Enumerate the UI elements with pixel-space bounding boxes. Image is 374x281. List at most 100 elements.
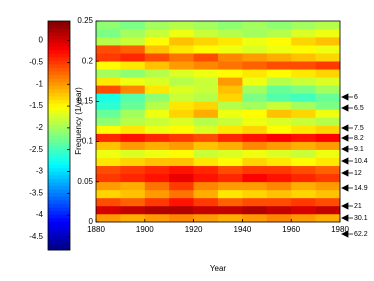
colorbar-tick-label: -2.5: [29, 145, 43, 154]
colorbar-segment: [48, 35, 70, 40]
heatmap-cell: [144, 61, 170, 70]
heatmap-cell: [291, 181, 316, 191]
heatmap-cell: [315, 109, 341, 118]
heatmap-cell: [315, 165, 341, 175]
heatmap-cell: [169, 125, 194, 134]
heatmap-cell: [291, 205, 316, 215]
heatmap-cell: [193, 157, 219, 167]
heatmap-cell: [291, 93, 316, 102]
heatmap-cell: [291, 197, 316, 207]
heatmap-cell: [96, 181, 121, 191]
heatmap-cell: [120, 173, 146, 183]
heatmap-cell: [242, 101, 268, 110]
heatmap-cell: [266, 101, 292, 110]
x-tick-label: 1980: [331, 225, 349, 234]
heatmap-cell: [144, 37, 170, 46]
heatmap-cell: [96, 197, 121, 207]
heatmap-cell: [193, 165, 219, 175]
heatmap-cell: [96, 189, 121, 199]
heatmap-cell: [291, 85, 316, 94]
heatmap-cell: [193, 173, 219, 183]
heatmap-cell: [144, 157, 170, 167]
annotation-label: 12: [354, 170, 362, 177]
colorbar-tick-label: -4: [36, 210, 44, 219]
heatmap-cell: [291, 133, 316, 142]
colorbar-segment: [48, 21, 70, 25]
annotation-arrow: [341, 124, 353, 132]
heatmap-cell: [193, 101, 219, 110]
colorbar-segment: [48, 189, 70, 194]
annotation-arrow: [341, 93, 353, 101]
annotation-label: 6.5: [354, 105, 364, 112]
heatmap-cell: [169, 165, 194, 175]
heatmap-cell: [315, 45, 341, 54]
heatmap-cell: [96, 165, 121, 175]
heatmap-cell: [242, 77, 268, 86]
heatmap-cell: [218, 125, 243, 134]
colorbar-segment: [48, 239, 70, 244]
y-axis-label: Frequency (1/year): [74, 87, 83, 155]
heatmap-cell: [291, 21, 316, 30]
heatmap-cell: [315, 93, 341, 102]
heatmap-cell: [120, 29, 146, 38]
y-tick-label: 0.2: [82, 56, 94, 65]
colorbar-segment: [48, 149, 70, 154]
colorbar-segment: [48, 103, 70, 108]
colorbar-tick-label: -4.5: [29, 232, 43, 241]
colorbar-segment: [48, 131, 70, 136]
heatmap-cell: [96, 149, 121, 158]
heatmap-cell: [218, 189, 243, 199]
heatmap-cell: [315, 61, 341, 70]
heatmap-cell: [266, 93, 292, 102]
colorbar-tick-label: -1: [36, 79, 44, 88]
heatmap-cell: [315, 69, 341, 78]
heatmap-cell: [120, 133, 146, 142]
heatmap-cell: [169, 101, 194, 110]
heatmap-cell: [315, 125, 341, 134]
heatmap-cell: [291, 149, 316, 158]
colorbar-segment: [48, 121, 70, 126]
colorbar-segment: [48, 217, 70, 222]
heatmap-cell: [193, 205, 219, 215]
heatmap-cell: [169, 197, 194, 207]
colorbar-segment: [48, 232, 70, 237]
heatmap-cell: [218, 149, 243, 158]
heatmap-cell: [242, 189, 268, 199]
heatmap-cell: [193, 53, 219, 62]
colorbar-segment: [48, 63, 70, 68]
heatmap-cell: [291, 45, 316, 54]
heatmap-cell: [266, 165, 292, 175]
colorbar-segment: [48, 174, 70, 179]
annotation-arrow: [341, 184, 353, 192]
heatmap-cell: [218, 37, 243, 46]
heatmap-cell: [169, 133, 194, 142]
heatmap-cell: [144, 53, 170, 62]
heatmap-cell: [218, 77, 243, 86]
heatmap-cell: [218, 197, 243, 207]
heatmap-cell: [218, 213, 243, 223]
heatmap-cell: [242, 181, 268, 191]
colorbar-segment: [48, 56, 70, 61]
colorbar-segment: [48, 185, 70, 190]
x-tick-label: 1900: [136, 225, 154, 234]
colorbar-frame: [47, 20, 71, 251]
heatmap-cell: [315, 85, 341, 94]
colorbar-segment: [48, 235, 70, 240]
colorbar-tick-label: -2: [36, 123, 44, 132]
heatmap-cell: [242, 117, 268, 126]
heatmap-cell: [218, 85, 243, 94]
heatmap-cell: [169, 53, 194, 62]
colorbar-segment: [48, 60, 70, 65]
heatmap-cell: [193, 77, 219, 86]
heatmap-cell: [169, 109, 194, 118]
annotation-arrow: [341, 104, 353, 112]
heatmap-cell: [144, 165, 170, 175]
heatmap-cell: [315, 173, 341, 183]
colorbar-segment: [48, 67, 70, 72]
heatmap-cell: [266, 141, 292, 150]
heatmap-cell: [242, 125, 268, 134]
colorbar-segment: [48, 96, 70, 101]
heatmap-cell: [169, 21, 194, 30]
heatmap-cell: [144, 85, 170, 94]
annotation-label: 6: [354, 94, 358, 101]
